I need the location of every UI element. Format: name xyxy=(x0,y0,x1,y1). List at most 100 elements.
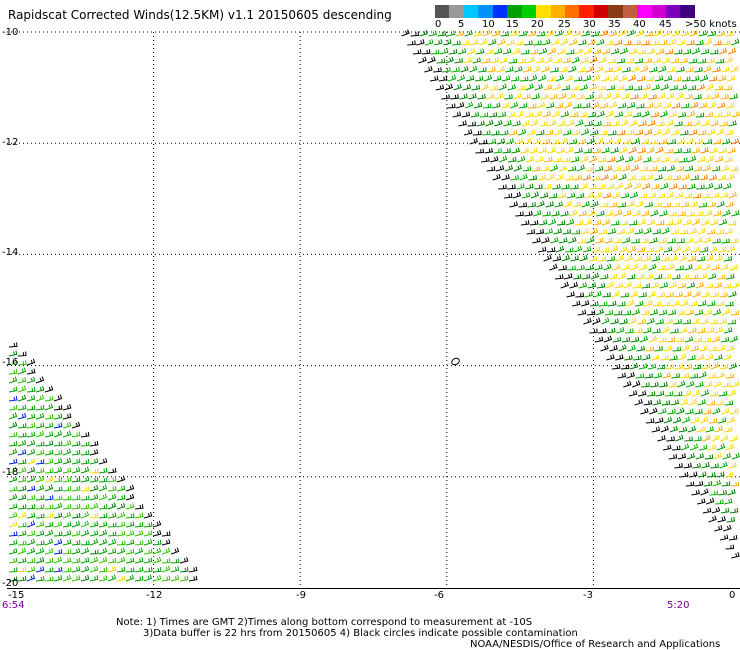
wind-barb xyxy=(689,29,698,37)
wind-barb xyxy=(683,192,693,199)
wind-barb xyxy=(26,547,36,555)
wind-barb xyxy=(44,440,54,447)
wind-barb xyxy=(107,467,117,474)
wind-barb xyxy=(707,373,717,379)
wind-barb xyxy=(17,540,27,546)
wind-barb xyxy=(596,210,605,217)
colorbar-label: 15 xyxy=(506,19,519,30)
wind-barb xyxy=(707,30,717,37)
wind-barb xyxy=(700,48,710,55)
colorbar-swatch xyxy=(449,5,464,18)
wind-barb xyxy=(613,238,622,244)
wind-barb xyxy=(627,74,637,82)
wind-barb xyxy=(662,202,672,208)
wind-barb xyxy=(615,85,625,91)
wind-barb xyxy=(679,399,688,406)
wind-barb xyxy=(720,165,730,172)
wind-barb xyxy=(727,319,736,325)
wind-barb xyxy=(637,390,647,397)
wind-barb xyxy=(709,219,719,226)
wind-barb xyxy=(17,394,27,402)
wind-barb xyxy=(651,426,661,433)
wind-barb xyxy=(614,209,623,217)
colorbar-label: 25 xyxy=(558,19,571,30)
wind-barb xyxy=(35,385,45,393)
wind-barb xyxy=(680,274,690,280)
wind-barb xyxy=(663,345,672,352)
wind-barb xyxy=(525,155,535,163)
wind-barb xyxy=(575,292,584,298)
wind-barb xyxy=(536,129,545,136)
wind-barb xyxy=(716,30,725,37)
wind-barb xyxy=(134,557,144,564)
wind-barb xyxy=(700,318,709,325)
wind-barb xyxy=(26,494,36,501)
wind-barb xyxy=(17,459,27,465)
wind-barb xyxy=(585,264,594,271)
wind-barb xyxy=(533,209,542,217)
wind-barb xyxy=(731,281,740,289)
wind-barb xyxy=(53,531,63,537)
wind-barb xyxy=(62,403,72,411)
wind-barb xyxy=(143,521,153,528)
wind-barb xyxy=(8,531,18,537)
wind-barb xyxy=(62,430,72,438)
wind-barb xyxy=(663,175,673,181)
wind-barb xyxy=(648,94,657,100)
wind-barb xyxy=(718,47,728,55)
wind-barb xyxy=(669,355,678,361)
wind-barb xyxy=(547,47,557,55)
colorbar-swatch xyxy=(608,5,623,18)
colorbar-swatch xyxy=(550,5,565,18)
wind-barb xyxy=(17,404,27,411)
wind-barb xyxy=(579,155,589,163)
wind-barb xyxy=(608,130,617,136)
wind-barb xyxy=(680,443,690,451)
colorbar-label: 10 xyxy=(482,19,495,30)
wind-barb xyxy=(527,201,537,208)
wind-barb xyxy=(532,65,541,73)
wind-barb xyxy=(641,382,650,388)
wind-barb xyxy=(526,56,535,64)
wind-barb xyxy=(693,436,702,442)
wind-barb xyxy=(695,381,704,388)
wind-barb xyxy=(569,209,578,217)
wind-barb xyxy=(642,354,651,361)
wind-barb xyxy=(601,317,610,325)
wind-barb xyxy=(44,422,54,429)
wind-barb xyxy=(17,476,27,483)
wind-barb xyxy=(548,119,557,127)
wind-barb xyxy=(17,367,27,375)
wind-barb xyxy=(699,345,708,352)
wind-barb xyxy=(668,453,678,460)
wind-barb xyxy=(580,56,589,64)
wind-barb xyxy=(693,337,703,343)
wind-barb xyxy=(708,245,718,253)
wind-barb xyxy=(701,120,710,127)
colorbar-swatch xyxy=(463,5,479,18)
wind-barb xyxy=(17,432,27,438)
wind-barb xyxy=(710,291,719,298)
wind-barb xyxy=(598,56,607,64)
wind-barb xyxy=(649,139,659,145)
wind-barb xyxy=(617,202,627,208)
wind-barb xyxy=(690,246,700,253)
wind-barb xyxy=(668,281,678,289)
wind-barb xyxy=(125,557,135,564)
wind-barb xyxy=(712,407,721,415)
wind-barb xyxy=(645,76,655,82)
wind-barb xyxy=(715,229,725,235)
wind-barb xyxy=(580,228,590,235)
wind-barb xyxy=(26,448,36,456)
wind-barb xyxy=(80,466,90,474)
wind-barb xyxy=(625,328,634,334)
wind-barb xyxy=(500,102,510,109)
wind-barb xyxy=(622,66,631,73)
wind-barb xyxy=(576,164,586,172)
wind-barb xyxy=(539,192,549,199)
wind-barb xyxy=(667,66,676,73)
wind-barb xyxy=(679,327,688,334)
wind-barb xyxy=(640,237,649,244)
wind-barb xyxy=(125,574,135,582)
